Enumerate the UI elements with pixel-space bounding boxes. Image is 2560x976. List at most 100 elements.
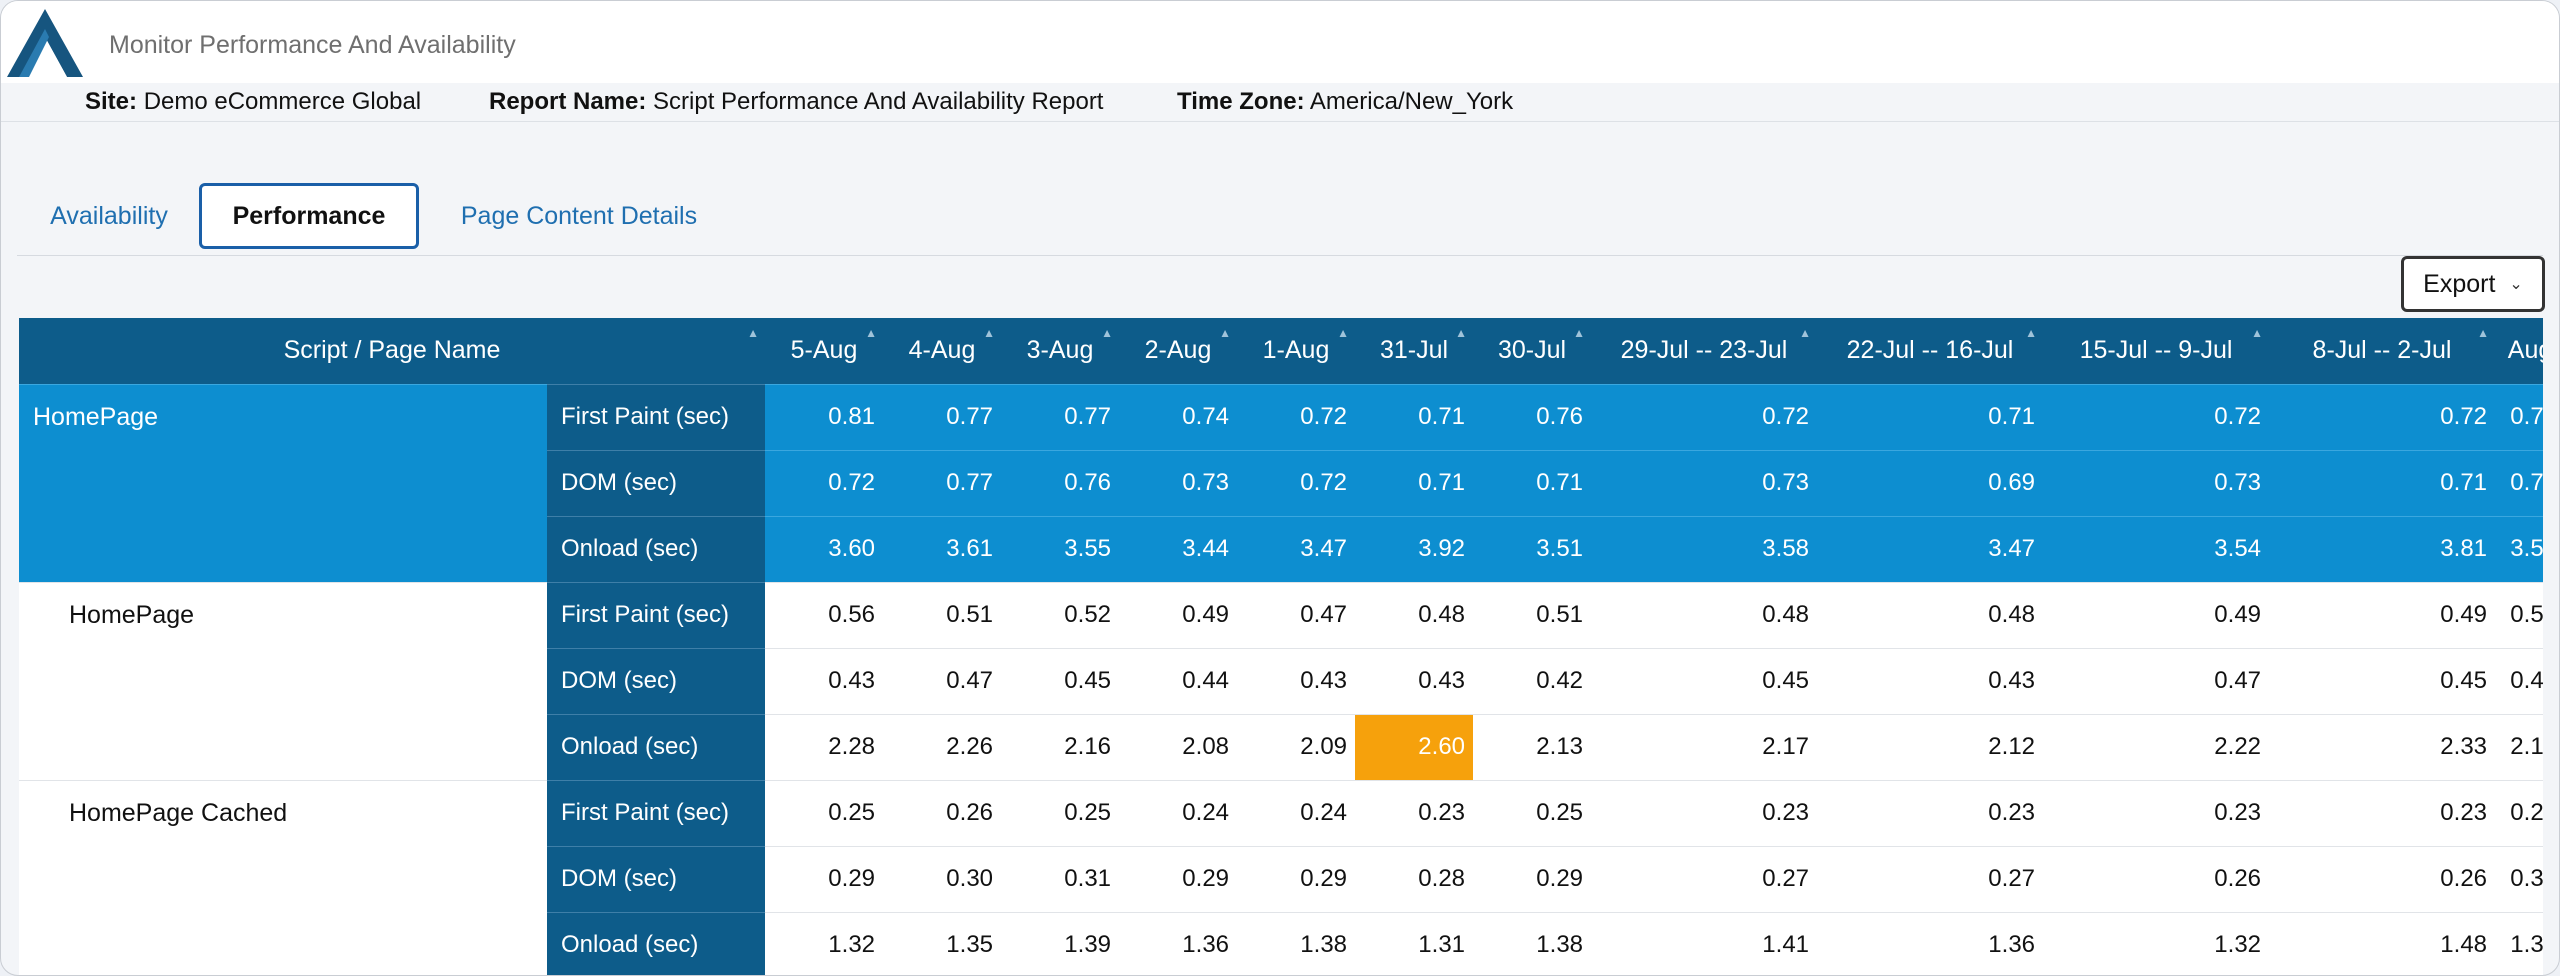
value-cell: 2.17 bbox=[2495, 713, 2543, 780]
column-header-label: 31-Jul bbox=[1379, 336, 1449, 365]
value-cell: 0.29 bbox=[1119, 845, 1238, 912]
performance-table: Script / Page Name ▲ 5-Aug ▲ 4-Aug ▲ 3-Aug ▲ 2… bbox=[19, 318, 2543, 975]
column-header-label: 30-Jul bbox=[1497, 336, 1567, 365]
value-cell: 2.13 bbox=[1473, 713, 1592, 780]
value-cell: 0.51 bbox=[2495, 581, 2543, 648]
report-info-bar: Site: Demo eCommerce Global Report Name:… bbox=[1, 83, 2559, 122]
tab-page-content-details[interactable]: Page Content Details bbox=[460, 201, 698, 230]
export-button[interactable]: Export ⌄ bbox=[2401, 256, 2545, 312]
value-cell: 1.36 bbox=[1817, 911, 2044, 975]
value-cell: 0.77 bbox=[1001, 383, 1120, 450]
column-header-7[interactable]: 29-Jul -- 23-Jul ▲ bbox=[1591, 318, 1818, 384]
value-cell: 2.09 bbox=[1237, 713, 1356, 780]
value-cell: 0.81 bbox=[765, 383, 884, 450]
value-cell: 3.58 bbox=[1591, 515, 1818, 582]
page-name-cell[interactable]: HomePage bbox=[19, 581, 547, 780]
value-cell: 0.48 bbox=[1355, 581, 1474, 648]
column-header-8[interactable]: 22-Jul -- 16-Jul ▲ bbox=[1817, 318, 2044, 384]
sort-icon: ▲ bbox=[1573, 326, 1586, 340]
export-label: Export bbox=[2423, 269, 2496, 298]
column-header-9[interactable]: 15-Jul -- 9-Jul ▲ bbox=[2043, 318, 2270, 384]
value-cell: 0.48 bbox=[1817, 581, 2044, 648]
value-cell: 2.28 bbox=[765, 713, 884, 780]
column-header-label: 29-Jul -- 23-Jul bbox=[1620, 336, 1788, 365]
tab-performance[interactable]: Performance bbox=[199, 183, 419, 249]
value-cell: 2.33 bbox=[2269, 713, 2496, 780]
column-header-script-page-name[interactable]: Script / Page Name ▲ bbox=[19, 318, 766, 384]
value-cell: 0.71 bbox=[1473, 449, 1592, 516]
value-cell: 2.08 bbox=[1119, 713, 1238, 780]
value-cell: 0.48 bbox=[1591, 581, 1818, 648]
value-cell: 0.25 bbox=[765, 779, 884, 846]
value-cell: 0.72 bbox=[765, 449, 884, 516]
value-cell: 0.43 bbox=[1817, 647, 2044, 714]
value-cell: 3.81 bbox=[2269, 515, 2496, 582]
column-header-label: 8-Jul -- 2-Jul bbox=[2312, 336, 2452, 365]
column-header-10[interactable]: 8-Jul -- 2-Jul ▲ bbox=[2269, 318, 2496, 384]
value-cell: 0.72 bbox=[2043, 383, 2270, 450]
value-cell: 0.72 bbox=[1237, 383, 1356, 450]
app-logo-icon bbox=[7, 9, 83, 77]
value-cell: 1.38 bbox=[1473, 911, 1592, 975]
column-header-0[interactable]: 5-Aug ▲ bbox=[765, 318, 884, 384]
column-header-label: 22-Jul -- 16-Jul bbox=[1846, 336, 2014, 365]
value-cell: 0.56 bbox=[765, 581, 884, 648]
value-cell: 0.71 bbox=[2269, 449, 2496, 516]
sort-icon: ▲ bbox=[2251, 326, 2264, 340]
table-row: DOM (sec) 0.29 0.30 0.31 0.29 0.29 0.28 0.29 0.2… bbox=[19, 845, 2543, 912]
page-name-cell[interactable]: HomePage bbox=[19, 383, 547, 582]
column-header-3[interactable]: 2-Aug ▲ bbox=[1119, 318, 1238, 384]
value-cell: 3.61 bbox=[883, 515, 1002, 582]
value-cell: 2.17 bbox=[1591, 713, 1818, 780]
value-cell: 0.72 bbox=[1591, 383, 1818, 450]
value-cell: 1.36 bbox=[2495, 911, 2543, 975]
value-cell: 0.23 bbox=[1355, 779, 1474, 846]
sort-icon: ▲ bbox=[1337, 326, 1350, 340]
metric-label-cell: DOM (sec) bbox=[547, 647, 766, 714]
value-cell: 0.45 bbox=[2269, 647, 2496, 714]
column-header-5[interactable]: 31-Jul ▲ bbox=[1355, 318, 1474, 384]
value-cell: 2.26 bbox=[883, 713, 1002, 780]
table-row: HomePage First Paint (sec) 0.56 0.51 0.52 0.4… bbox=[19, 581, 2543, 780]
column-header-2[interactable]: 3-Aug ▲ bbox=[1001, 318, 1120, 384]
sort-icon: ▲ bbox=[1799, 326, 1812, 340]
value-cell: 0.23 bbox=[1817, 779, 2044, 846]
column-header-4[interactable]: 1-Aug ▲ bbox=[1237, 318, 1356, 384]
column-header-1[interactable]: 4-Aug ▲ bbox=[883, 318, 1002, 384]
value-cell: 0.51 bbox=[883, 581, 1002, 648]
report-name-info: Report Name: Script Performance And Avai… bbox=[489, 88, 1103, 116]
site-info: Site: Demo eCommerce Global bbox=[85, 88, 421, 116]
value-cell: 1.38 bbox=[1237, 911, 1356, 975]
value-cell: 3.53 bbox=[2495, 515, 2543, 582]
value-cell: 0.49 bbox=[1119, 581, 1238, 648]
value-cell: 1.35 bbox=[883, 911, 1002, 975]
value-cell: 0.25 bbox=[2495, 779, 2543, 846]
column-header-label: 3-Aug bbox=[1026, 336, 1094, 365]
value-cell: 0.23 bbox=[2043, 779, 2270, 846]
top-bar: Monitor Performance And Availability bbox=[1, 1, 2559, 84]
value-cell: 1.41 bbox=[1591, 911, 1818, 975]
value-cell: 0.26 bbox=[2043, 845, 2270, 912]
column-header-6[interactable]: 30-Jul ▲ bbox=[1473, 318, 1592, 384]
value-cell: 0.43 bbox=[765, 647, 884, 714]
value-cell: 0.47 bbox=[2043, 647, 2270, 714]
page-name-cell[interactable]: HomePage Cached bbox=[19, 779, 547, 975]
value-cell: 1.32 bbox=[2043, 911, 2270, 975]
value-cell: 2.22 bbox=[2043, 713, 2270, 780]
value-cell: 0.74 bbox=[1119, 383, 1238, 450]
column-header-11[interactable]: Aug▲ bbox=[2495, 318, 2543, 384]
tab-availability[interactable]: Availability bbox=[50, 201, 168, 230]
column-header-label: 2-Aug bbox=[1144, 336, 1212, 365]
value-cell: 0.29 bbox=[1473, 845, 1592, 912]
value-cell: 3.55 bbox=[1001, 515, 1120, 582]
value-cell: 0.51 bbox=[1473, 581, 1592, 648]
value-cell: 0.71 bbox=[1817, 383, 2044, 450]
value-cell: 0.52 bbox=[1001, 581, 1120, 648]
value-cell: 0.29 bbox=[765, 845, 884, 912]
value-cell: 0.76 bbox=[1473, 383, 1592, 450]
sort-icon: ▲ bbox=[2477, 326, 2490, 340]
value-cell: 3.54 bbox=[2043, 515, 2270, 582]
value-cell: 0.45 bbox=[1001, 647, 1120, 714]
table-row: Onload (sec) 3.60 3.61 3.55 3.44 3.47 3.92 3.51… bbox=[19, 515, 2543, 582]
